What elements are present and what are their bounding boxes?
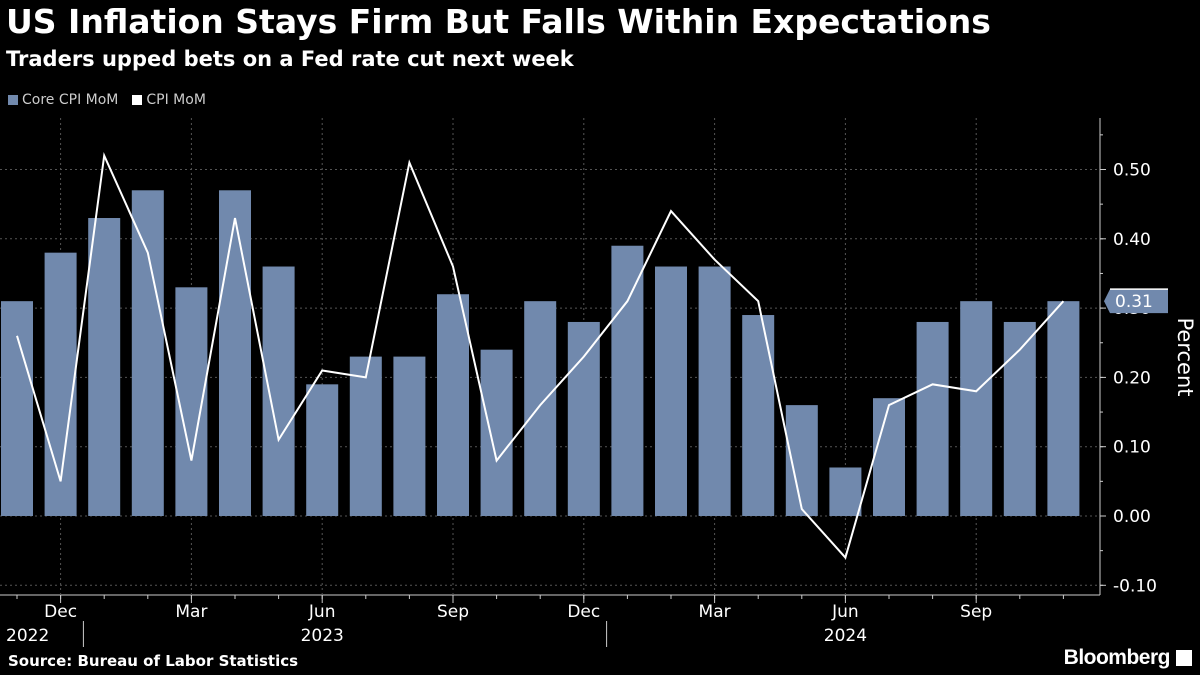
year-label: 2023 (301, 626, 344, 646)
bar-core-cpi (916, 321, 949, 516)
bar-core-cpi (131, 190, 164, 517)
bar-core-cpi (960, 301, 993, 516)
line-cpi (16, 152, 1065, 560)
chart-title: US Inflation Stays Firm But Falls Within… (6, 2, 991, 41)
source-note: Source: Bureau of Labor Statistics (8, 652, 299, 670)
bar-core-cpi (785, 405, 818, 516)
legend: Core CPI MoM CPI MoM (8, 92, 206, 108)
x-tick-label: Sep (437, 602, 469, 622)
bar-core-cpi (219, 190, 251, 517)
bloomberg-icon (1176, 650, 1192, 666)
legend-item-cpi: CPI MoM (132, 92, 206, 108)
chart-subtitle: Traders upped bets on a Fed rate cut nex… (6, 47, 574, 71)
year-label: 2022 (6, 626, 49, 646)
bar-core-cpi (88, 218, 121, 516)
bar-core-cpi (698, 266, 731, 516)
legend-label-cpi: CPI MoM (146, 92, 206, 108)
bar-core-cpi (1003, 321, 1036, 516)
y-tick-label: 0.50 (1113, 161, 1151, 181)
bar-core-cpi (742, 315, 775, 516)
bar-core-cpi (829, 467, 862, 516)
bar-core-cpi (306, 384, 339, 516)
x-tick-label: Dec (44, 602, 77, 622)
latest-value-label: 0.31 (1115, 292, 1153, 312)
x-tick-label: Mar (699, 602, 731, 622)
legend-item-core: Core CPI MoM (8, 92, 118, 108)
legend-swatch-cpi (132, 95, 143, 105)
bar-core-cpi (262, 266, 295, 516)
bar-core-cpi (437, 294, 469, 516)
y-tick-label: -0.10 (1113, 576, 1157, 596)
legend-swatch-core (8, 95, 18, 105)
bar-core-cpi (567, 321, 600, 516)
y-tick-label: 0.20 (1113, 368, 1151, 388)
x-tick-label: Jun (831, 602, 859, 622)
bar-core-cpi (349, 356, 382, 516)
legend-label-core: Core CPI MoM (22, 92, 119, 108)
y-tick-label: 0.00 (1113, 507, 1151, 527)
bar-core-cpi (44, 252, 77, 516)
bar-core-cpi (873, 398, 905, 516)
y-tick-label: 0.40 (1113, 230, 1151, 250)
y-axis-title: Percent (1173, 317, 1197, 396)
x-tick-label: Dec (567, 602, 600, 622)
x-tick-label: Mar (175, 602, 207, 622)
bar-core-cpi (393, 356, 426, 516)
y-tick-label: 0.10 (1113, 438, 1151, 458)
bar-core-cpi (1, 301, 33, 516)
x-tick-label: Sep (960, 602, 992, 622)
latest-value-callout (1104, 289, 1168, 314)
bar-core-cpi (524, 301, 557, 516)
year-label: 2024 (824, 626, 867, 646)
brand-logo: Bloomberg (1063, 646, 1171, 669)
bar-core-cpi (480, 349, 513, 516)
bar-core-cpi (655, 266, 687, 516)
bar-core-cpi (1047, 301, 1080, 516)
bar-core-cpi (611, 245, 644, 517)
x-tick-label: Jun (308, 602, 336, 622)
